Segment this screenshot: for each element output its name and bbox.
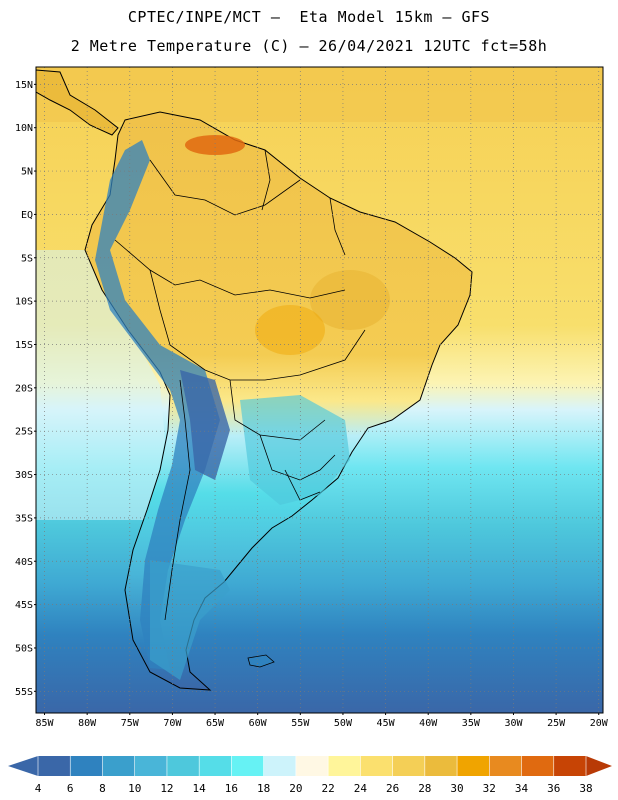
colorbar-swatch <box>457 756 490 776</box>
pacific-cool-band <box>36 250 165 520</box>
latitude-label: 55S <box>15 687 33 698</box>
colorbar-label: 24 <box>354 782 368 795</box>
longitude-label: 60W <box>249 718 268 729</box>
venezuela-hotspot <box>185 135 245 155</box>
patagonia-cool <box>150 560 230 680</box>
colorbar-swatch <box>328 756 361 776</box>
colorbar: 4 6 8 10 12 14 16 18 20 22 24 26 28 30 32 34 36 38 <box>8 756 612 795</box>
longitude-label: 65W <box>206 718 225 729</box>
latitude-label: 5N <box>21 167 33 178</box>
colorbar-swatch <box>521 756 555 776</box>
longitude-label: 45W <box>377 718 396 729</box>
latitude-label: 45S <box>15 600 33 611</box>
colorbar-label: 6 <box>67 782 74 795</box>
map-title-line1: CPTEC/INPE/MCT – Eta Model 15km – GFS <box>127 8 491 26</box>
colorbar-label: 18 <box>257 782 270 795</box>
longitude-label: 70W <box>163 718 182 729</box>
colorbar-min-arrow <box>8 756 38 776</box>
colorbar-label: 30 <box>450 782 463 795</box>
colorbar-label: 36 <box>547 782 560 795</box>
longitude-label: 20W <box>590 718 609 729</box>
colorbar-label: 34 <box>515 782 529 795</box>
latitude-label: EQ <box>21 210 33 221</box>
colorbar-label: 12 <box>160 782 173 795</box>
latitude-label: 50S <box>15 643 33 654</box>
colorbar-swatch <box>489 756 523 776</box>
longitude-label: 25W <box>547 718 566 729</box>
colorbar-swatch <box>392 756 426 776</box>
colorbar-swatch <box>263 756 297 776</box>
colorbar-label: 32 <box>483 782 496 795</box>
longitude-label: 80W <box>78 718 97 729</box>
latitude-label: 10N <box>15 123 33 134</box>
latitude-label: 5S <box>21 253 33 264</box>
ocean-warm-band <box>36 67 603 122</box>
latitude-label: 35S <box>15 513 33 524</box>
map-frame <box>35 66 604 714</box>
latitude-label: 25S <box>15 427 33 438</box>
latitude-label: 15S <box>15 340 33 351</box>
colorbar-swatch <box>70 756 103 776</box>
brazil-interior-warm <box>310 270 390 330</box>
longitude-label: 30W <box>504 718 523 729</box>
colorbar-label: 26 <box>386 782 399 795</box>
colorbar-swatch <box>166 756 200 776</box>
colorbar-label: 14 <box>193 782 207 795</box>
latitude-label: 15N <box>15 80 33 91</box>
longitude-label: 85W <box>35 718 54 729</box>
colorbar-swatch <box>295 756 329 776</box>
falkland-islands <box>247 654 275 668</box>
colorbar-label: 38 <box>579 782 592 795</box>
colorbar-swatch <box>424 756 458 776</box>
colorbar-label: 16 <box>225 782 238 795</box>
central-brazil-warm <box>255 305 325 355</box>
colorbar-swatch <box>102 756 136 776</box>
altiplano-cold <box>180 370 230 480</box>
map-title-line2: 2 Metre Temperature (C) – 26/04/2021 12U… <box>70 37 548 55</box>
graticule <box>36 67 603 713</box>
longitude-label: 40W <box>419 718 438 729</box>
temperature-map: 15N 10N 5N EQ 5S 10S 15S 20S 25S 30S 35S 40S 45S 50S 5… <box>15 66 609 729</box>
latitude-label: 30S <box>15 470 33 481</box>
latitude-label: 40S <box>15 557 33 568</box>
colorbar-swatch <box>231 756 265 776</box>
longitude-label: 75W <box>121 718 140 729</box>
country-borders <box>114 149 366 621</box>
colorbar-swatch <box>199 756 232 776</box>
colorbar-label: 4 <box>35 782 42 795</box>
longitude-label: 55W <box>291 718 310 729</box>
colorbar-max-arrow <box>586 756 612 776</box>
colorbar-label: 8 <box>99 782 106 795</box>
colorbar-swatch <box>553 756 587 776</box>
colorbar-swatch <box>360 756 394 776</box>
central-america-land <box>36 69 119 136</box>
latitude-label: 10S <box>15 297 33 308</box>
colorbar-label: 28 <box>418 782 431 795</box>
latitude-label: 20S <box>15 383 33 394</box>
longitude-label: 50W <box>334 718 353 729</box>
colorbar-swatch <box>134 756 168 776</box>
longitude-label: 35W <box>462 718 481 729</box>
colorbar-swatch <box>38 756 71 776</box>
colorbar-label: 20 <box>289 782 302 795</box>
colorbar-label: 10 <box>128 782 141 795</box>
colorbar-label: 22 <box>321 782 334 795</box>
